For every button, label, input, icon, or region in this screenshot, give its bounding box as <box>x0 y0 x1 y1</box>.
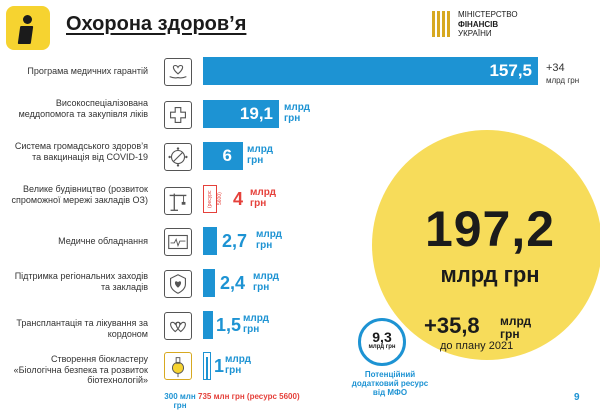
monitor-icon <box>164 228 192 256</box>
row-label: Трансплантація та лікування за кордоном <box>16 318 148 339</box>
bar-outline <box>203 352 211 380</box>
resource-note: (ресурс 5600) <box>207 190 223 208</box>
bar-value: 1 <box>214 356 225 376</box>
potential-unit: млрд грн <box>368 344 396 350</box>
crane-icon <box>164 187 192 215</box>
bar-value: 2,7 <box>222 231 248 251</box>
plan-note: до плану 2021 <box>440 340 514 352</box>
increase-unit: млрд грн <box>546 76 580 85</box>
heart-hands-icon <box>164 58 192 86</box>
ministry-line-1: МІНІСТЕРСТВО <box>458 10 518 19</box>
row-label: Створення біокластеру «Біологічна безпек… <box>13 354 148 385</box>
flask-icon <box>164 352 192 380</box>
ministry-line-2: ФІНАНСІВ <box>458 19 499 29</box>
bar <box>203 227 217 255</box>
page-number: 9 <box>574 392 580 403</box>
increase-total: +35,8 <box>424 313 480 338</box>
bar-unit: млрд грн <box>284 102 310 124</box>
bar <box>203 311 213 339</box>
bar-outline <box>203 185 217 213</box>
page-title: Охорона здоров’я <box>66 13 247 35</box>
total-circle <box>372 130 600 360</box>
increase-value: +34 <box>546 62 565 74</box>
potential-caption: Потенційний додатковий ресурс від МФО <box>351 370 429 397</box>
shield-heart-icon <box>164 270 192 298</box>
bar-value: 1,5 <box>216 315 242 335</box>
bar-unit: млрд грн <box>256 229 282 251</box>
logo <box>6 6 50 50</box>
potential-value: 9,3 <box>372 329 392 345</box>
row-label: Велике будівництво (розвиток спроможної … <box>11 184 149 205</box>
potential-ring: 9,3 млрд грн <box>358 318 406 366</box>
row-label: Програма медичних гарантій <box>27 66 148 76</box>
bar-value: 19,1 <box>239 104 273 123</box>
bar-value: 4 <box>233 189 244 209</box>
note-300: 300 млн грн <box>164 392 196 410</box>
ministry-logo: МІНІСТЕРСТВО ФІНАНСІВ УКРАЇНИ <box>430 10 518 39</box>
bar-unit: млрд грн <box>253 271 279 293</box>
trident-emblem-icon <box>430 10 454 38</box>
row-label: Високоспеціалізована меддопомога та заку… <box>18 98 148 119</box>
note-735: 735 млн грн (ресурс 5600) <box>198 392 300 401</box>
bar-unit: млрд грн <box>247 144 273 166</box>
ministry-line-3: УКРАЇНИ <box>458 29 492 38</box>
hearts-icon <box>164 312 192 340</box>
row-label: Медичне обладнання <box>58 236 148 246</box>
total-value: 197,2 <box>424 201 556 257</box>
bar-unit: млрд грн <box>243 313 269 335</box>
row-label: Підтримка регіональних заходів та заклад… <box>14 271 148 292</box>
increase-total-unit: млрд грн <box>500 314 532 341</box>
bar: 19,1 <box>203 100 279 128</box>
total-unit: млрд грн <box>440 262 540 287</box>
virus-icon <box>164 143 192 171</box>
bar <box>203 269 215 297</box>
bar-unit: млрд грн <box>225 354 251 376</box>
bar-value: 6 <box>222 146 232 165</box>
bar-value: 2,4 <box>220 273 246 293</box>
logo-bar <box>17 26 34 44</box>
row-label: Система громадського здоров’я та вакцина… <box>14 141 148 162</box>
logo-dot <box>23 15 32 24</box>
bar: 6 <box>203 142 243 170</box>
medical-cross-icon <box>164 101 192 129</box>
bar-unit: млрд грн <box>250 187 276 209</box>
bar-value: 157,5 <box>489 61 532 80</box>
bar: 157,5 <box>203 57 538 85</box>
